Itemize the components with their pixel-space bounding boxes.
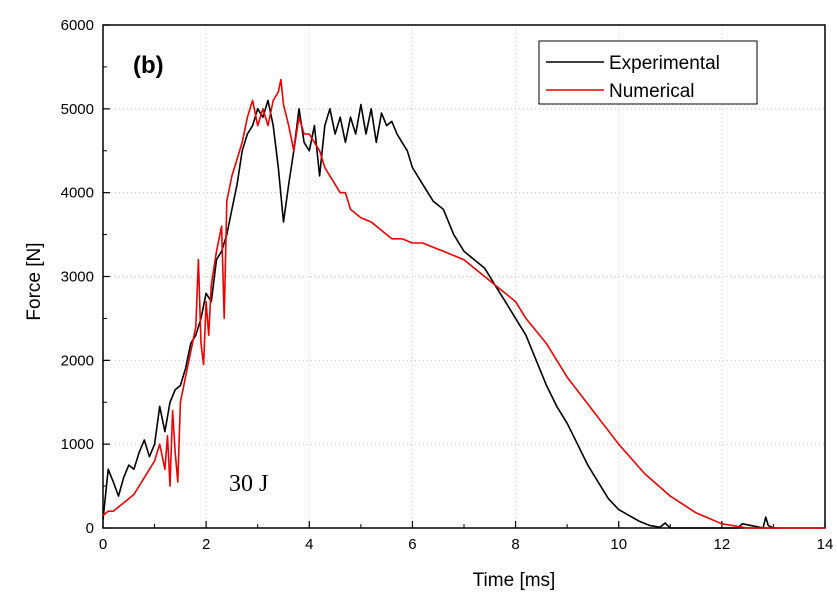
x-axis-title: Time [ms] — [473, 570, 556, 591]
y-tick-label: 5000 — [61, 101, 94, 118]
x-tick-label: 10 — [610, 536, 627, 553]
y-tick-label: 2000 — [61, 352, 94, 369]
energy-annotation: 30 J — [229, 471, 268, 497]
x-tick-label: 8 — [511, 536, 519, 553]
y-tick-label: 0 — [86, 520, 94, 537]
y-tick-label: 6000 — [61, 17, 94, 34]
legend-label-experimental: Experimental — [609, 53, 720, 74]
legend-box — [538, 40, 758, 105]
y-tick-label: 1000 — [61, 436, 94, 453]
legend: Experimental Numerical — [538, 40, 758, 105]
legend-label-numerical: Numerical — [609, 81, 695, 102]
x-tick-label: 12 — [714, 536, 731, 553]
x-tick-label: 4 — [305, 536, 313, 553]
y-tick-label: 3000 — [61, 269, 94, 286]
y-axis-title: Force [N] — [24, 242, 45, 320]
x-tick-label: 6 — [408, 536, 416, 553]
series-line-numerical — [102, 78, 825, 529]
x-tick-label: 14 — [817, 536, 834, 553]
y-tick-label: 4000 — [61, 185, 94, 202]
series-lines — [102, 78, 825, 529]
panel-label: (b) — [133, 52, 164, 79]
x-tick-label: 0 — [99, 536, 107, 553]
series-line-experimental — [102, 99, 779, 529]
axis-ticks: 0 2 4 6 8 10 12 14 0 1000 2000 3000 4000 5000 6000 — [61, 17, 834, 553]
x-tick-label: 2 — [202, 536, 210, 553]
